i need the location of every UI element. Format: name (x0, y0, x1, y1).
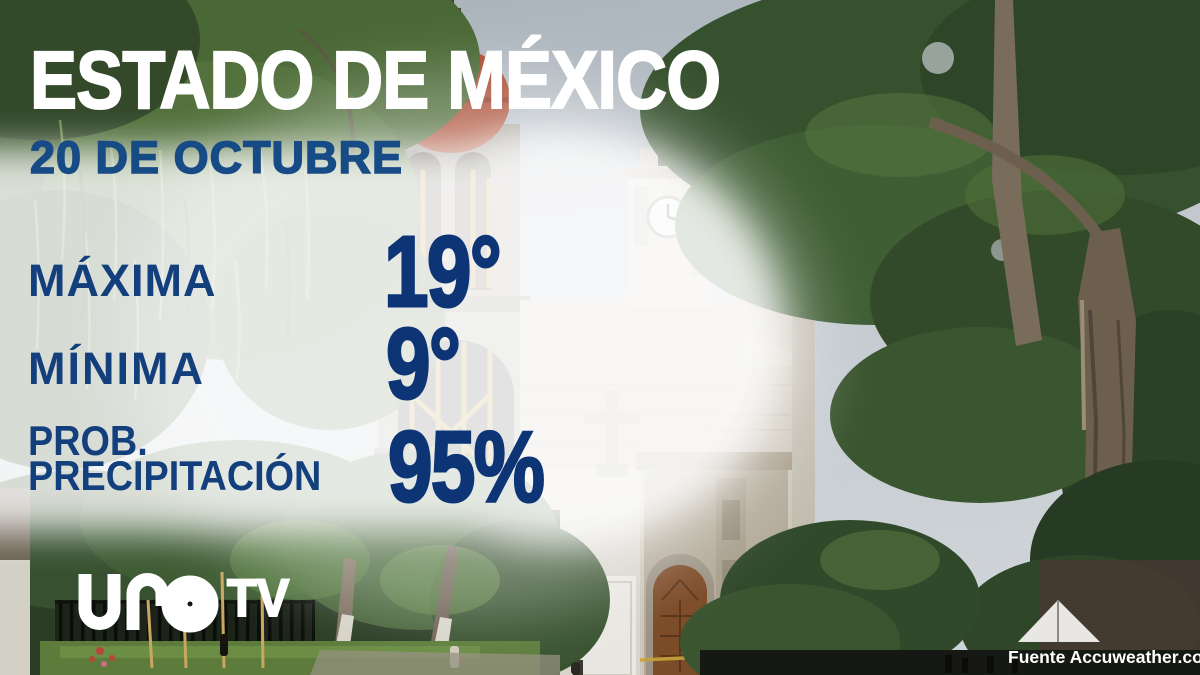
plaza-background-right (700, 560, 1200, 675)
page-title: ESTADO DE MÉXICO (29, 35, 722, 126)
precip-prob-label-line1: PROB. (28, 417, 148, 464)
tv-wordmark: TV (226, 569, 290, 628)
source-credit: Fuente Accuweather.com (1008, 647, 1200, 667)
uno-wordmark-icon (78, 573, 219, 633)
max-temp-label: MÁXIMA (28, 255, 217, 306)
precip-prob-value: 95% (387, 411, 546, 523)
max-temp-value: 19° (383, 216, 503, 328)
min-temp-value: 9° (385, 308, 462, 420)
min-temp-label: MÍNIMA (28, 343, 205, 394)
date-label: 20 DE OCTUBRE (29, 132, 404, 183)
precip-prob-label-line2: PRECIPITACIÓN (28, 452, 322, 499)
unotv-logo: TV (77, 566, 297, 638)
